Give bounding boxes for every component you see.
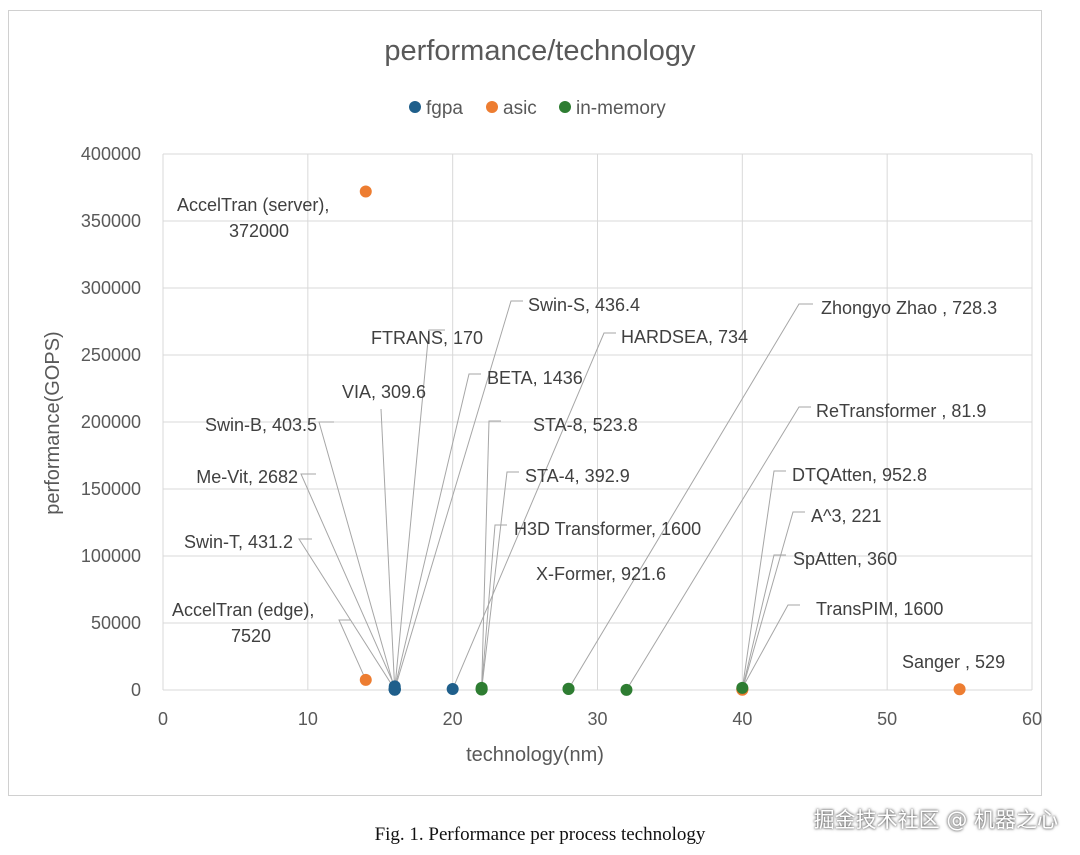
data-point-in-memory bbox=[736, 681, 749, 694]
y-tick-label: 150000 bbox=[81, 479, 141, 499]
data-label: STA-8, 523.8 bbox=[533, 415, 638, 435]
x-tick-label: 0 bbox=[158, 709, 168, 729]
x-tick-label: 50 bbox=[877, 709, 897, 729]
data-label: DTQAtten, 952.8 bbox=[792, 465, 927, 485]
data-label: Me-Vit, 2682 bbox=[196, 467, 298, 487]
figure-caption: Fig. 1. Performance per process technolo… bbox=[374, 824, 706, 845]
leader-line bbox=[481, 420, 501, 690]
data-label: SpAtten, 360 bbox=[793, 549, 897, 569]
leader-lines bbox=[298, 300, 813, 691]
data-label: Swin-T, 431.2 bbox=[184, 532, 293, 552]
gridlines bbox=[162, 153, 1033, 691]
data-label: Swin-S, 436.4 bbox=[528, 295, 640, 315]
legend: fgpa asic in-memory bbox=[409, 98, 666, 119]
leader-line bbox=[626, 406, 811, 691]
leader-line bbox=[338, 619, 367, 681]
leader-line bbox=[318, 421, 396, 690]
x-tick-label: 60 bbox=[1022, 709, 1042, 729]
y-tick-label: 350000 bbox=[81, 211, 141, 231]
data-label: HARDSEA, 734 bbox=[621, 327, 748, 347]
data-point-fgpa bbox=[388, 682, 401, 695]
data-point-asic bbox=[359, 673, 372, 686]
y-tick-label: 100000 bbox=[81, 546, 141, 566]
x-tick-label: 30 bbox=[587, 709, 607, 729]
y-tick-label: 0 bbox=[131, 680, 141, 700]
y-tick-label: 250000 bbox=[81, 345, 141, 365]
leader-line bbox=[300, 473, 396, 687]
x-axis-title: technology(nm) bbox=[466, 744, 604, 766]
data-label: BETA, 1436 bbox=[487, 368, 583, 388]
legend-marker bbox=[486, 101, 498, 113]
data-point-fgpa bbox=[446, 683, 459, 696]
leader-line bbox=[452, 332, 616, 690]
data-label: X-Former, 921.6 bbox=[536, 564, 666, 584]
y-tick-label: 50000 bbox=[91, 613, 141, 633]
data-point-in-memory bbox=[620, 683, 633, 696]
data-label: TransPIM, 1600 bbox=[816, 599, 943, 619]
leader-line bbox=[394, 373, 481, 689]
chart-title: performance/technology bbox=[384, 35, 696, 67]
leader-line bbox=[394, 300, 523, 690]
leader-line bbox=[298, 538, 396, 690]
y-tick-label: 400000 bbox=[81, 144, 141, 164]
x-tick-label: 20 bbox=[443, 709, 463, 729]
leader-line bbox=[741, 470, 786, 689]
data-label: FTRANS, 170 bbox=[371, 328, 483, 348]
watermark: 掘金技术社区 @ 机器之心 bbox=[813, 808, 1058, 832]
data-label: VIA, 309.6 bbox=[342, 382, 426, 402]
data-label: H3D Transformer, 1600 bbox=[514, 519, 701, 539]
data-labels: VIA, 309.6 FTRANS, 170 Swin-B, 403.5 Me-Vit… bbox=[172, 195, 1005, 672]
leader-line bbox=[481, 471, 519, 690]
leader-line bbox=[741, 511, 805, 690]
leader-line bbox=[394, 329, 445, 690]
data-label: ReTransformer , 81.9 bbox=[816, 401, 986, 421]
legend-marker bbox=[409, 101, 421, 113]
data-point-in-memory bbox=[475, 681, 488, 694]
legend-marker bbox=[559, 101, 571, 113]
data-point-in-memory bbox=[562, 683, 575, 696]
legend-label: in-memory bbox=[576, 98, 666, 119]
leader-line bbox=[741, 604, 800, 689]
chart-frame: performance/technology fgpa asic in-memory… bbox=[8, 10, 1042, 796]
y-axis-title: performance(GOPS) bbox=[42, 331, 64, 514]
data-point-asic bbox=[953, 683, 966, 696]
y-tick-label: 300000 bbox=[81, 278, 141, 298]
data-label: Swin-B, 403.5 bbox=[205, 415, 317, 435]
data-label: Zhongyo Zhao , 728.3 bbox=[821, 298, 997, 318]
legend-label: asic bbox=[503, 98, 537, 119]
y-tick-label: 200000 bbox=[81, 412, 141, 432]
data-label: STA-4, 392.9 bbox=[525, 466, 630, 486]
leader-line bbox=[380, 408, 396, 690]
legend-label: fgpa bbox=[426, 98, 463, 119]
x-tick-label: 10 bbox=[298, 709, 318, 729]
axis-ticks: 0 50000 100000 150000 200000 250000 300000 3500… bbox=[81, 144, 1042, 729]
scatter-chart: performance/technology fgpa asic in-memory… bbox=[42, 35, 1042, 766]
data-label: Sanger , 529 bbox=[902, 652, 1005, 672]
data-points bbox=[359, 185, 966, 696]
data-point-asic bbox=[359, 185, 372, 198]
data-label: AccelTran (server), 372000 bbox=[177, 195, 329, 241]
x-tick-label: 40 bbox=[732, 709, 752, 729]
data-label: A^3, 221 bbox=[811, 506, 882, 526]
leader-line bbox=[481, 524, 507, 688]
leader-line bbox=[741, 554, 786, 690]
data-label: AccelTran (edge), 7520 bbox=[172, 600, 314, 646]
leader-line bbox=[568, 303, 813, 690]
